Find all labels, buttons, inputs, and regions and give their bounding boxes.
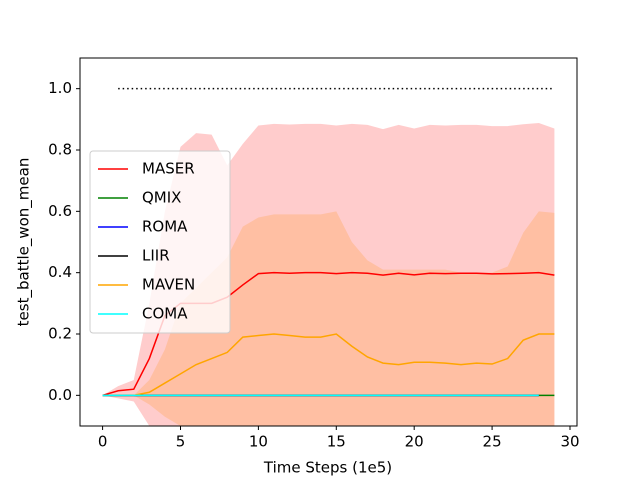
- x-tick-label: 5: [176, 433, 186, 451]
- legend-label: MAVEN: [142, 276, 195, 294]
- legend-label: ROMA: [142, 218, 188, 236]
- legend-box: [89, 150, 231, 334]
- legend-label: MASER: [142, 160, 195, 178]
- x-tick-label: 15: [327, 433, 346, 451]
- x-tick-label: 10: [249, 433, 268, 451]
- y-tick-label: 0.0: [48, 386, 72, 404]
- x-tick-label: 0: [98, 433, 108, 451]
- band: [102, 211, 555, 426]
- y-tick-label: 0.2: [48, 325, 72, 343]
- y-tick-label: 1.0: [48, 79, 72, 97]
- legend: MASER QMIX ROMA LIIR MAVEN COMA: [89, 150, 231, 334]
- legend-label: LIIR: [142, 247, 170, 265]
- legend-label: COMA: [142, 305, 188, 323]
- axes-frame: [79, 57, 578, 427]
- series-line: [102, 333, 555, 397]
- axes: 0 5 10 15 20 25 30 0.0 0.2 0.4 0.6 0.8 1.0: [48, 79, 579, 450]
- y-tick-label: 0.6: [48, 202, 72, 220]
- y-axis-label: test_battle_won_mean: [15, 158, 34, 327]
- y-tick-label: 0.8: [48, 141, 72, 159]
- y-tick-label: 0.4: [48, 263, 72, 281]
- legend-label: QMIX: [142, 189, 181, 207]
- x-axis-label: Time Steps (1e5): [263, 459, 392, 477]
- x-tick-label: 30: [560, 433, 579, 451]
- x-tick-label: 20: [405, 433, 424, 451]
- x-tick-label: 25: [483, 433, 502, 451]
